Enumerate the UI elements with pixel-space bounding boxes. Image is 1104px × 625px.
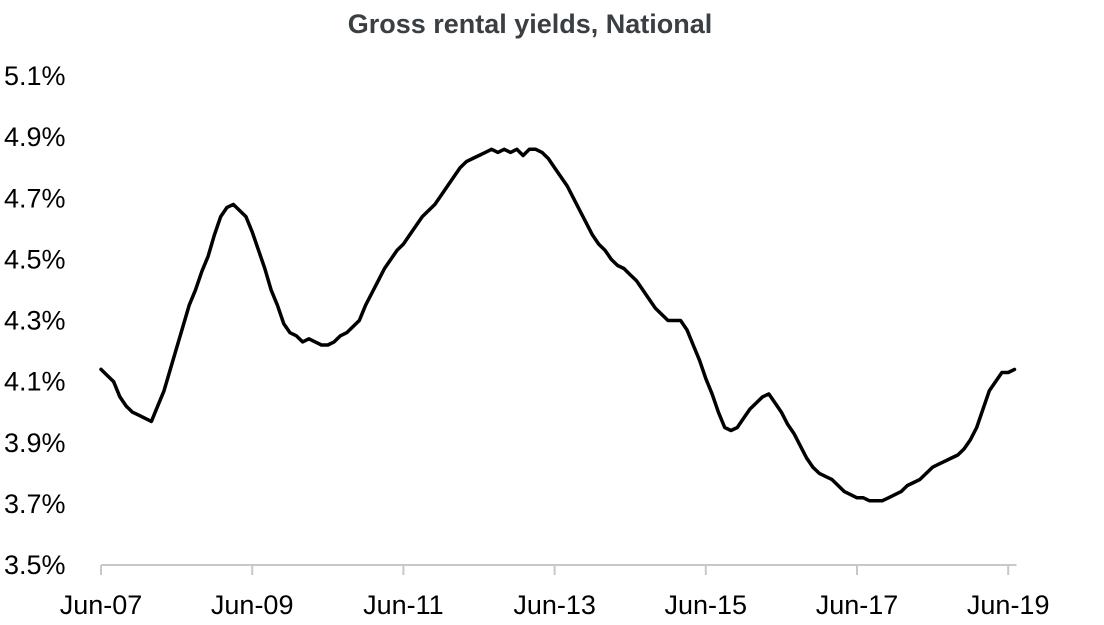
y-tick-label: 3.9% [4, 428, 66, 458]
y-tick-label: 3.5% [4, 550, 66, 580]
x-tick-label: Jun-09 [211, 590, 294, 620]
y-tick-label: 5.1% [4, 61, 66, 91]
x-tick-label: Jun-13 [513, 590, 596, 620]
x-tick-label: Jun-07 [60, 590, 143, 620]
y-axis-tick-labels: 3.5% 3.7% 3.9% 4.1% 4.3% 4.5% 4.7% 4.9% 5.1% [4, 61, 66, 580]
x-axis-tick-labels: Jun-07 Jun-09 Jun-11 Jun-13 Jun-15 Jun-17 Jun-… [60, 590, 1050, 620]
x-tick-label: Jun-17 [816, 590, 899, 620]
series-line [99, 147, 1017, 503]
y-tick-label: 4.5% [4, 244, 66, 274]
x-axis-tick-marks [100, 565, 1010, 575]
x-tick-label: Jun-11 [363, 590, 444, 620]
y-tick-label: 3.7% [4, 489, 66, 519]
x-tick-label: Jun-15 [665, 590, 748, 620]
y-tick-label: 4.1% [4, 367, 66, 397]
chart-title: Gross rental yields, National [348, 9, 713, 39]
y-tick-label: 4.9% [4, 122, 66, 152]
x-tick-label: Jun-19 [967, 590, 1050, 620]
y-tick-label: 4.7% [4, 183, 66, 213]
y-tick-label: 4.3% [4, 306, 66, 336]
